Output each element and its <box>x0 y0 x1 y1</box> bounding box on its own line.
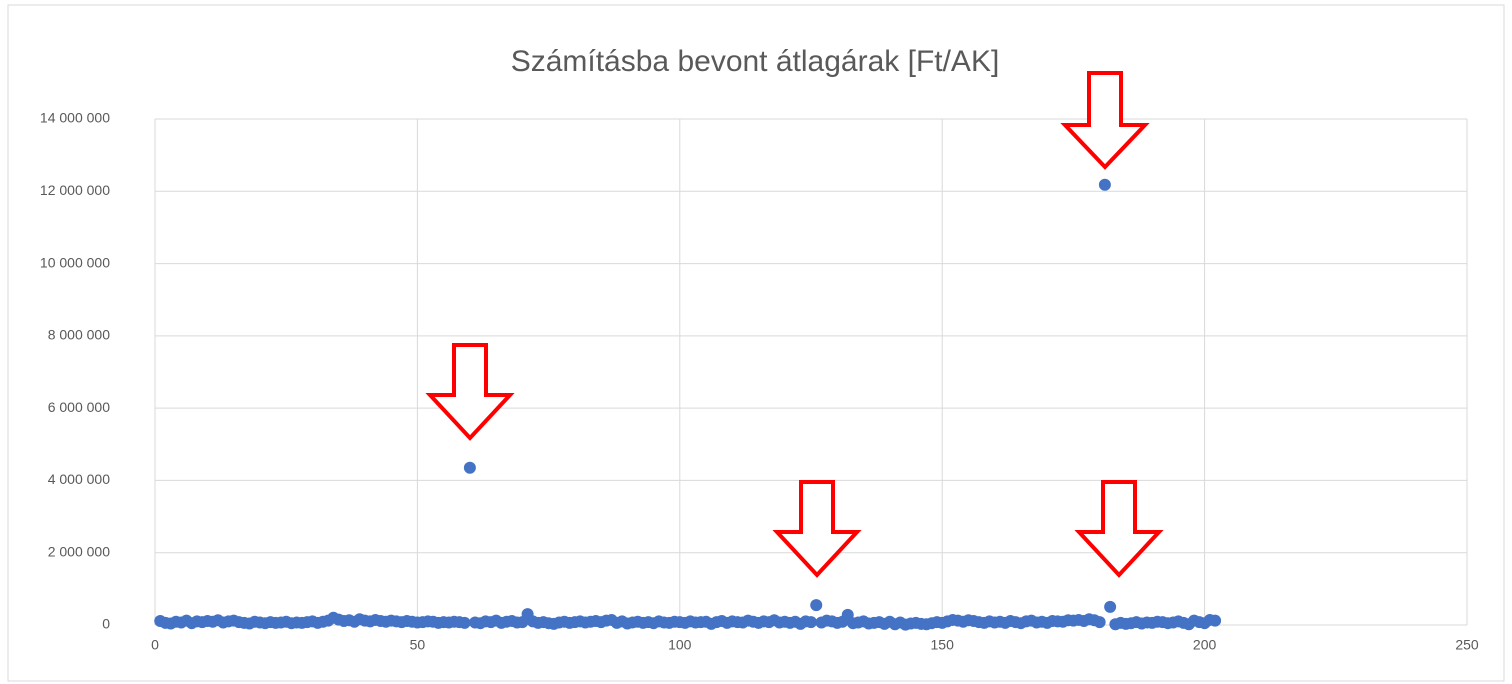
y-tick-label: 4 000 000 <box>48 471 110 487</box>
points <box>154 178 1222 631</box>
point <box>458 616 471 629</box>
y-tick-label: 8 000 000 <box>48 327 110 343</box>
point <box>1098 178 1111 191</box>
arrow <box>1074 480 1164 578</box>
x-tick-label: 150 <box>931 637 955 653</box>
x-tick-label: 250 <box>1455 637 1479 653</box>
y-tick-label: 6 000 000 <box>48 399 110 415</box>
y-tick-label: 14 000 000 <box>40 110 110 126</box>
arrow <box>1060 71 1150 170</box>
x-tick-label: 200 <box>1193 637 1217 653</box>
point <box>805 616 817 629</box>
ticks: 0 2 000 000 4 000 000 6 000 000 8 000 000 10 … <box>40 110 1479 653</box>
point <box>810 599 823 612</box>
grid <box>154 118 1468 626</box>
point <box>1104 600 1117 613</box>
chart-frame <box>7 4 1505 682</box>
x-tick-label: 0 <box>151 637 159 653</box>
y-tick-label: 2 000 000 <box>48 543 110 559</box>
y-tick-label: 0 <box>102 616 110 632</box>
point <box>1093 616 1106 629</box>
x-tick-label: 50 <box>410 637 426 653</box>
point <box>1209 614 1222 627</box>
y-tick-label: 12 000 000 <box>40 182 110 198</box>
arrow <box>425 343 515 441</box>
y-tick-label: 10 000 000 <box>40 254 110 270</box>
chart-title: Számításba bevont átlagárak [Ft/AK] <box>511 45 1000 78</box>
x-tick-label: 100 <box>668 637 692 653</box>
annotation-arrows <box>425 71 1164 578</box>
arrow <box>772 480 862 578</box>
point <box>463 461 476 474</box>
